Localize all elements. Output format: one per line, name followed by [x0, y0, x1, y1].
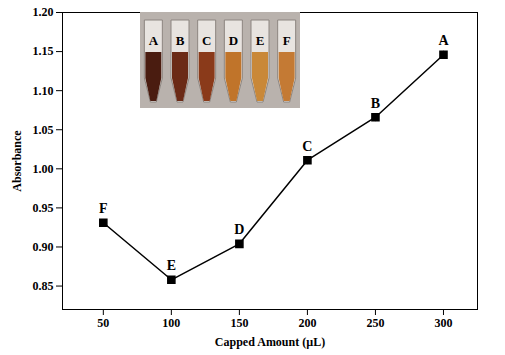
svg-text:50: 50 [97, 316, 109, 330]
svg-text:Absorbance: Absorbance [10, 130, 24, 192]
svg-text:B: B [176, 33, 185, 48]
svg-text:0.85: 0.85 [33, 279, 54, 293]
svg-text:C: C [302, 139, 312, 154]
svg-text:1.20: 1.20 [33, 5, 54, 19]
svg-text:150: 150 [230, 316, 248, 330]
svg-text:1.15: 1.15 [33, 44, 54, 58]
svg-text:F: F [99, 201, 108, 216]
svg-text:F: F [283, 33, 291, 48]
svg-text:200: 200 [298, 316, 316, 330]
svg-text:D: D [229, 33, 238, 48]
svg-text:Capped Amount (µL): Capped Amount (µL) [215, 335, 325, 349]
svg-text:100: 100 [162, 316, 180, 330]
svg-text:250: 250 [366, 316, 384, 330]
svg-text:E: E [167, 258, 176, 273]
svg-text:0.90: 0.90 [33, 240, 54, 254]
svg-text:E: E [256, 33, 265, 48]
svg-text:B: B [371, 96, 380, 111]
svg-text:A: A [149, 33, 159, 48]
svg-text:300: 300 [434, 316, 452, 330]
svg-text:1.10: 1.10 [33, 83, 54, 97]
svg-text:1.00: 1.00 [33, 162, 54, 176]
svg-text:C: C [202, 33, 211, 48]
svg-text:1.05: 1.05 [33, 123, 54, 137]
svg-text:0.95: 0.95 [33, 201, 54, 215]
svg-text:D: D [234, 222, 244, 237]
svg-text:A: A [438, 33, 449, 48]
